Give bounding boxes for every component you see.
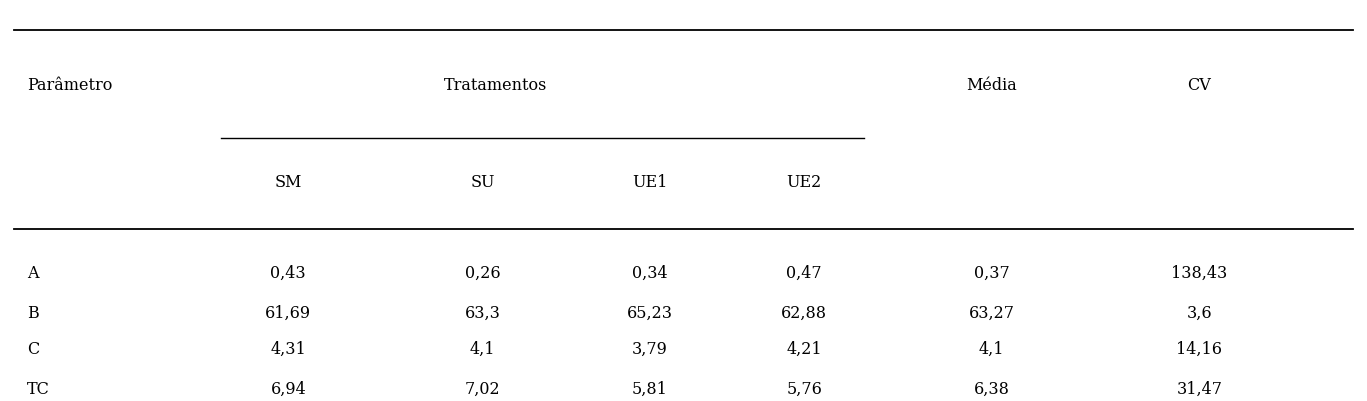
Text: 61,69: 61,69 — [265, 304, 312, 321]
Text: 3,6: 3,6 — [1187, 304, 1213, 321]
Text: 6,38: 6,38 — [973, 380, 1010, 397]
Text: Tratamentos: Tratamentos — [444, 77, 548, 93]
Text: 4,1: 4,1 — [979, 340, 1005, 357]
Text: 5,76: 5,76 — [786, 380, 822, 397]
Text: 7,02: 7,02 — [465, 380, 500, 397]
Text: 14,16: 14,16 — [1176, 340, 1222, 357]
Text: B: B — [27, 304, 38, 321]
Text: 63,3: 63,3 — [465, 304, 500, 321]
Text: C: C — [27, 340, 40, 357]
Text: SM: SM — [275, 174, 302, 191]
Text: A: A — [27, 264, 38, 281]
Text: 31,47: 31,47 — [1176, 380, 1222, 397]
Text: Média: Média — [966, 77, 1017, 93]
Text: 6,94: 6,94 — [271, 380, 306, 397]
Text: 65,23: 65,23 — [627, 304, 673, 321]
Text: 63,27: 63,27 — [969, 304, 1014, 321]
Text: 3,79: 3,79 — [632, 340, 668, 357]
Text: UE1: UE1 — [633, 174, 667, 191]
Text: Parâmetro: Parâmetro — [27, 77, 112, 93]
Text: 62,88: 62,88 — [781, 304, 827, 321]
Text: SU: SU — [470, 174, 495, 191]
Text: TC: TC — [27, 380, 51, 397]
Text: 5,81: 5,81 — [632, 380, 668, 397]
Text: 4,31: 4,31 — [271, 340, 306, 357]
Text: 138,43: 138,43 — [1172, 264, 1228, 281]
Text: 0,43: 0,43 — [271, 264, 306, 281]
Text: 4,1: 4,1 — [470, 340, 495, 357]
Text: CV: CV — [1188, 77, 1211, 93]
Text: 0,34: 0,34 — [632, 264, 668, 281]
Text: 0,37: 0,37 — [973, 264, 1009, 281]
Text: 0,26: 0,26 — [465, 264, 500, 281]
Text: UE2: UE2 — [786, 174, 822, 191]
Text: 4,21: 4,21 — [786, 340, 822, 357]
Text: 0,47: 0,47 — [786, 264, 822, 281]
